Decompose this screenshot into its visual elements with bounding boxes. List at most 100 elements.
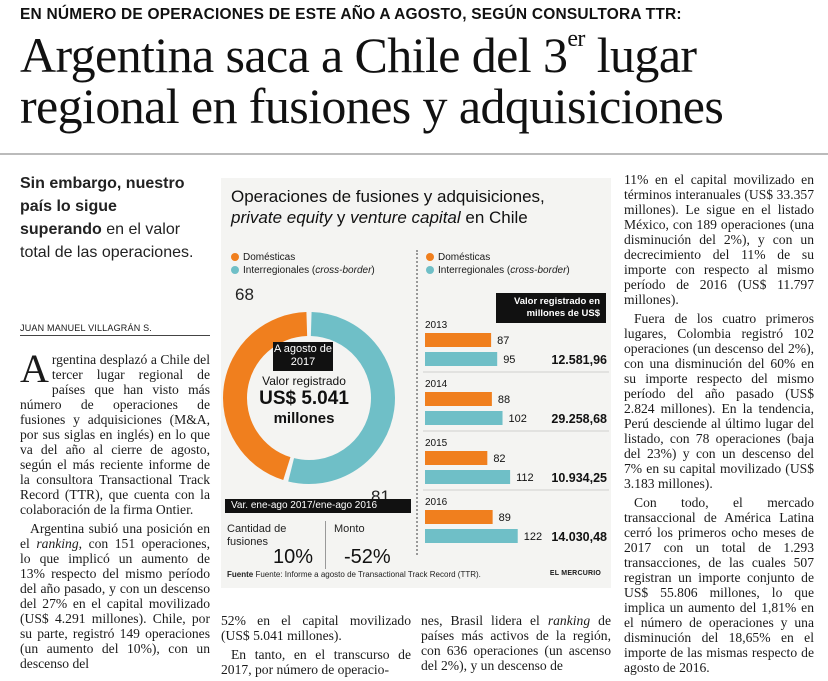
title-line-1: Operaciones de fusiones y adquisiciones, bbox=[231, 187, 545, 206]
year-label: 2016 bbox=[425, 497, 448, 508]
bar-inter bbox=[425, 470, 511, 484]
headline: Argentina saca a Chile del 3er lugar reg… bbox=[20, 27, 820, 134]
p2-text-a: Argentina subió una posición en el bbox=[20, 521, 210, 551]
legend-domestic-2: Domésticas bbox=[426, 251, 570, 264]
legend-inter-em: cross-border bbox=[315, 265, 372, 276]
article-column-4: 11% en el capital movilizado en términos… bbox=[624, 172, 814, 679]
kicker: EN NÚMERO DE OPERACIONES DE ESTE AÑO A A… bbox=[20, 6, 682, 23]
p2-text-b: , con 151 operaciones, lo que implicó un… bbox=[20, 536, 210, 671]
legend-inter-2: Interregionales (cross-border) bbox=[426, 264, 570, 277]
orange-dot-icon bbox=[426, 253, 434, 261]
col3-text-em: ranking bbox=[547, 613, 591, 628]
col3-text-a: nes, Brasil lidera el bbox=[421, 613, 548, 628]
lead-bold: Sin embargo, nuestro país lo sigue super… bbox=[20, 175, 185, 238]
registered-value: 12.581,96 bbox=[551, 353, 607, 367]
paragraph-1-text: rgentina desplazó a Chile del tercer lug… bbox=[20, 352, 210, 517]
col3-text-b: de países más activos de la región, con … bbox=[421, 613, 611, 673]
headline-line1-b: lugar bbox=[584, 27, 697, 83]
bar-domestic bbox=[425, 333, 492, 347]
divider-rule bbox=[0, 153, 828, 155]
bar-label-domestic: 88 bbox=[498, 394, 510, 406]
source-note: Fuente Fuente: Informe a agosto de Trans… bbox=[227, 570, 481, 579]
legend-inter-label: Interregionales ( bbox=[243, 265, 316, 276]
legend-right: Domésticas Interregionales (cross-border… bbox=[426, 251, 570, 277]
stat-divider bbox=[325, 521, 326, 569]
bar-label-inter: 112 bbox=[516, 472, 534, 484]
bar-inter bbox=[425, 411, 503, 425]
legend-inter-end-2: ) bbox=[566, 265, 570, 276]
value-label: Valor registrado bbox=[262, 374, 346, 388]
col3-paragraph-1: nes, Brasil lidera el ranking de países … bbox=[421, 613, 611, 673]
drop-cap: A bbox=[20, 346, 49, 391]
col2-paragraph-2: En tanto, en el transcurso de 2017, por … bbox=[221, 647, 411, 677]
teal-dot-icon bbox=[231, 266, 239, 274]
bar-domestic bbox=[425, 510, 493, 524]
bar-domestic bbox=[425, 392, 492, 406]
paragraph-2: Argentina subió una posición en el ranki… bbox=[20, 521, 210, 671]
headline-line2: regional en fusiones y adquisiciones bbox=[20, 78, 724, 134]
quantity-label: Cantidad de fusiones bbox=[227, 523, 287, 548]
period-badge: A agosto de 2017 bbox=[273, 342, 333, 371]
amount-label: Monto bbox=[334, 523, 365, 535]
lead-rest: en el valor total de las operaciones. bbox=[20, 221, 194, 261]
p2-text-em: ranking bbox=[36, 536, 79, 551]
teal-dot-icon bbox=[426, 266, 434, 274]
registered-value: 10.934,25 bbox=[551, 471, 607, 485]
bar-label-domestic: 87 bbox=[497, 335, 509, 347]
donut-slice-inter bbox=[288, 312, 395, 484]
bar-chart: 2013 87 95 12.581,96 2014 88 102 29.258,68 2015 8… bbox=[423, 320, 609, 544]
registered-value: 14.030,48 bbox=[551, 530, 607, 544]
year-label: 2014 bbox=[425, 379, 448, 390]
legend-domestic-label-2: Domésticas bbox=[438, 252, 491, 263]
credit: EL MERCURIO bbox=[549, 570, 601, 577]
legend-inter-em-2: cross-border bbox=[510, 265, 567, 276]
donut-label-domestic: 68 bbox=[235, 285, 254, 304]
article-column-2: 52% en el capital movilizado (US$ 5.041 … bbox=[221, 613, 411, 681]
legend-domestic-label: Domésticas bbox=[243, 252, 296, 263]
col2-paragraph-1: 52% en el capital movilizado (US$ 5.041 … bbox=[221, 613, 411, 643]
registered-value: 29.258,68 bbox=[551, 412, 607, 426]
title-em-private-equity: private equity bbox=[231, 208, 333, 227]
amount-value: -52% bbox=[344, 546, 391, 568]
headline-line1-a: Argentina saca a Chile del 3 bbox=[20, 27, 568, 83]
col4-paragraph-1: 11% en el capital movilizado en términos… bbox=[624, 172, 814, 307]
bar-label-inter: 95 bbox=[503, 354, 515, 366]
legend-inter-end: ) bbox=[371, 265, 375, 276]
title-em-venture-capital: venture capital bbox=[350, 208, 461, 227]
legend-domestic: Domésticas bbox=[231, 251, 375, 264]
title-end: en Chile bbox=[460, 208, 528, 227]
year-label: 2013 bbox=[425, 320, 448, 331]
year-label: 2015 bbox=[425, 438, 448, 449]
bar-label-inter: 102 bbox=[509, 413, 527, 425]
lead-summary: Sin embargo, nuestro país lo sigue super… bbox=[20, 172, 200, 264]
bar-domestic bbox=[425, 451, 488, 465]
bar-label-domestic: 82 bbox=[493, 453, 505, 465]
title-mid: y bbox=[332, 208, 351, 227]
graphic-separator bbox=[416, 250, 418, 555]
value-unit: millones bbox=[273, 410, 335, 427]
col4-paragraph-3: Con todo, el mercado transaccional de Am… bbox=[624, 495, 814, 675]
orange-dot-icon bbox=[231, 253, 239, 261]
infographic: Operaciones de fusiones y adquisiciones,… bbox=[221, 178, 611, 588]
byline: JUAN MANUEL VILLAGRÁN S. bbox=[20, 323, 210, 336]
legend-inter: Interregionales (cross-border) bbox=[231, 264, 375, 277]
registered-value-header: Valor registrado en millones de US$ bbox=[496, 293, 606, 323]
quantity-value: 10% bbox=[273, 546, 314, 568]
source-bold: Fuente bbox=[227, 570, 254, 579]
legend-left: Domésticas Interregionales (cross-border… bbox=[231, 251, 375, 277]
col4-paragraph-2: Fuera de los cuatro primeros lugares, Co… bbox=[624, 311, 814, 491]
donut-slice-domestic bbox=[223, 312, 308, 481]
bar-inter bbox=[425, 352, 498, 366]
source-text: Fuente: Informe a agosto de Transactiona… bbox=[253, 570, 481, 579]
infographic-title: Operaciones de fusiones y adquisiciones,… bbox=[231, 186, 601, 228]
bar-label-inter: 122 bbox=[524, 531, 542, 543]
bar-inter bbox=[425, 529, 518, 543]
article-column-3: nes, Brasil lidera el ranking de países … bbox=[421, 613, 611, 677]
value-amount: US$ 5.041 bbox=[259, 388, 349, 409]
variation-header: Var. ene-ago 2017/ene-ago 2016 bbox=[225, 499, 411, 513]
legend-inter-label-2: Interregionales ( bbox=[438, 265, 511, 276]
bar-label-domestic: 89 bbox=[499, 512, 511, 524]
headline-superscript: er bbox=[567, 26, 585, 52]
